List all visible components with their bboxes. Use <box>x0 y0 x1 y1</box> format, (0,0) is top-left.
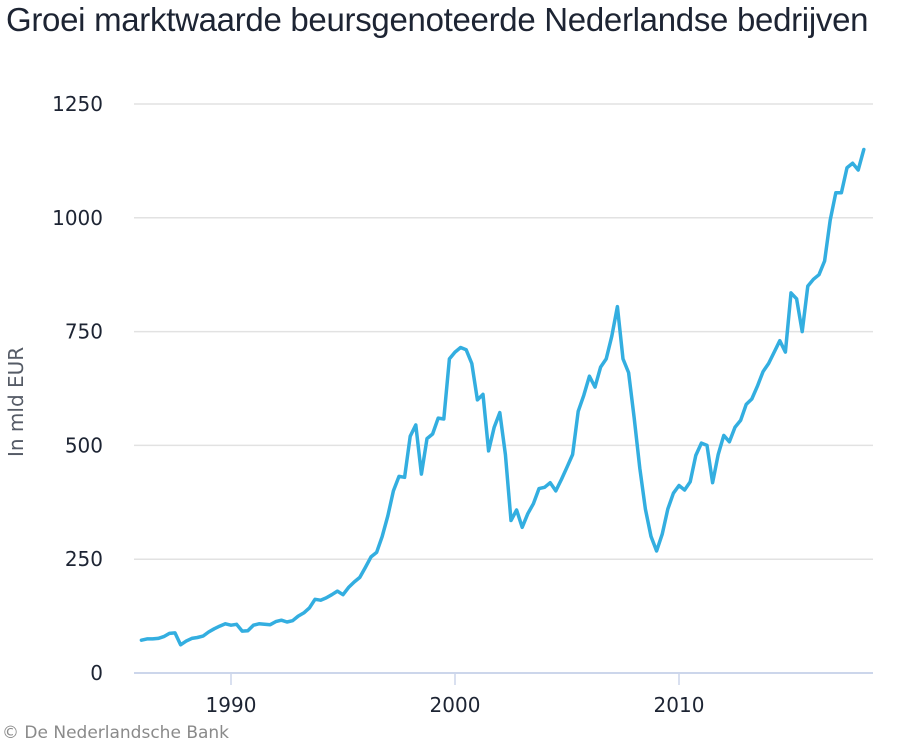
x-axis: 1990 2000 2010 <box>134 672 873 717</box>
credit-text: © De Nederlandsche Bank <box>2 723 230 743</box>
x-tick-label: 1990 <box>206 693 257 717</box>
y-axis-ticks: 0 250 500 750 1000 1250 <box>52 92 103 685</box>
y-tick-label: 500 <box>65 433 103 457</box>
gridlines <box>134 103 873 560</box>
y-tick-label: 750 <box>65 320 103 344</box>
x-tick-label: 2000 <box>430 693 481 717</box>
x-tick-label: 2010 <box>654 693 705 717</box>
y-axis-title: In mld EUR <box>4 346 28 457</box>
y-tick-label: 1250 <box>52 92 103 116</box>
y-tick-label: 0 <box>90 661 103 685</box>
y-tick-label: 250 <box>65 547 103 571</box>
chart-title: Groei marktwaarde beursgenoteerde Nederl… <box>6 1 869 38</box>
market-value-line <box>139 147 866 647</box>
y-tick-label: 1000 <box>52 206 103 230</box>
